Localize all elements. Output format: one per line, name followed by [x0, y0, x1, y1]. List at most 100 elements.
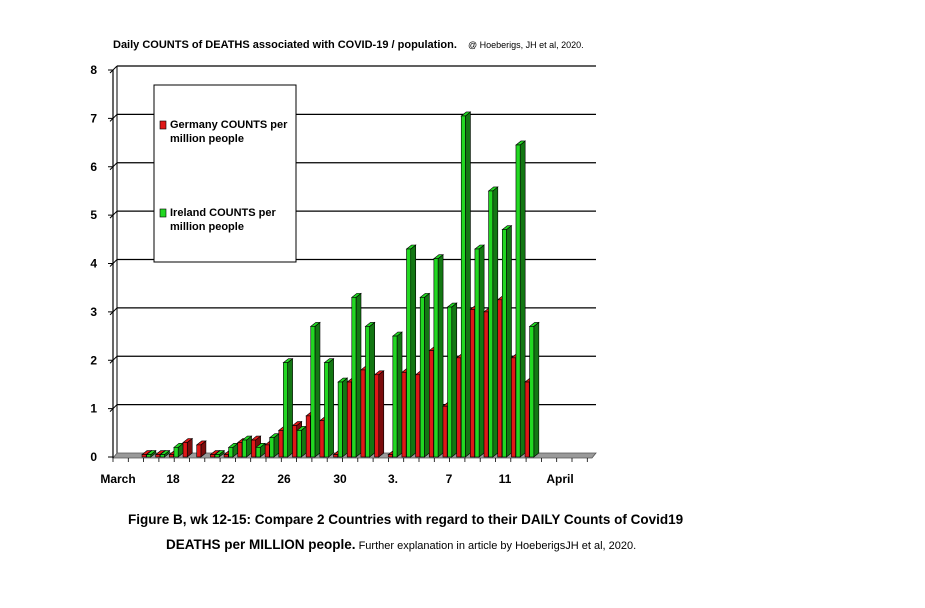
bar-ireland-front — [159, 454, 165, 458]
bar-ireland-front — [269, 437, 275, 458]
chart-credit: @ Hoeberigs, JH et al, 2020. — [467, 40, 584, 50]
legend-ireland-swatch — [159, 208, 167, 218]
bar-ireland-side — [424, 292, 430, 458]
bar-germany-front — [401, 372, 407, 458]
bar-ireland — [391, 331, 403, 458]
legend-germany-label-line2: million people — [170, 133, 244, 145]
bar-ireland — [214, 449, 226, 458]
y-tick-label: 3 — [90, 305, 97, 319]
axis-layer: 0 1 2 3 4 5 6 7 8 March 18 22 26 30 3. 7 11 April — [90, 63, 588, 486]
bar-ireland-side — [369, 321, 375, 458]
y-tick-label: 4 — [90, 257, 97, 271]
bar-germany-front — [155, 454, 161, 458]
bar-germany-front — [456, 357, 462, 458]
x-tick-label: 3. — [388, 472, 398, 486]
bar-ireland — [433, 254, 444, 458]
bar-ireland — [405, 244, 417, 458]
bar-ireland — [296, 425, 308, 458]
bar-ireland — [419, 292, 431, 458]
caption-line-2-bold: DEATHS per MILLION people. — [166, 537, 356, 552]
y-tick-label: 5 — [90, 208, 97, 222]
bar-germany-front — [278, 430, 284, 458]
chart-title-text: Daily COUNTS of DEATHS associated with C… — [113, 39, 457, 51]
y-tick-label: 1 — [90, 402, 97, 416]
legend-ireland-label-line1: Ireland COUNTS per — [170, 207, 276, 219]
bar-ireland — [323, 358, 335, 458]
bar-germany-front — [305, 415, 311, 458]
bar-ireland — [309, 321, 321, 458]
y-tick-label: 0 — [90, 450, 97, 464]
bar-germany-front — [210, 454, 215, 458]
bar-ireland-side — [506, 225, 512, 458]
bar-ireland-side — [342, 377, 348, 458]
bar-ireland — [446, 302, 458, 458]
bar-germany-front — [264, 444, 270, 458]
y-tick-label: 7 — [90, 111, 97, 125]
bar-ireland-front — [324, 362, 329, 458]
bar-ireland-side — [287, 358, 293, 458]
bar-ireland — [515, 140, 527, 458]
bar-ireland-side — [465, 111, 471, 458]
gridline-join — [109, 65, 118, 74]
bar-ireland — [241, 435, 253, 458]
bar-ireland — [474, 244, 485, 458]
bar-germany-front — [470, 309, 475, 458]
bar-germany — [182, 437, 194, 458]
bar-germany-front — [182, 442, 188, 458]
bar-germany-front — [251, 439, 256, 458]
bar-ireland-front — [406, 248, 412, 458]
bar-ireland-side — [314, 321, 321, 458]
bar-germany-front — [360, 369, 366, 458]
bar-germany-front — [511, 357, 516, 458]
bar-germany-front — [141, 454, 147, 458]
bar-ireland-side — [492, 186, 499, 458]
bar-ireland-side — [451, 302, 458, 458]
bar-ireland — [337, 377, 349, 458]
x-tick-label: 11 — [499, 472, 512, 486]
legend: Germany COUNTS per million people Ireland … — [153, 84, 297, 263]
x-tick-label: 26 — [277, 472, 291, 486]
legend-germany-label-line1: Germany COUNTS per — [170, 119, 288, 131]
legend-ireland-label-line2: million people — [170, 221, 244, 233]
bar-ireland-front — [242, 439, 247, 458]
bar-germany-front — [497, 299, 503, 458]
bar-layer — [141, 111, 540, 458]
y-tick-label: 6 — [90, 160, 97, 174]
bar-germany-front — [428, 350, 434, 458]
bar-ireland-front — [365, 326, 370, 458]
bar-germany-front — [442, 405, 448, 458]
bar-ireland — [159, 449, 171, 458]
bar-ireland — [364, 321, 376, 458]
bar-ireland-front — [419, 297, 425, 458]
caption-line-1: Figure B, wk 12-15: Compare 2 Countries … — [128, 512, 684, 527]
bar-germany-front — [387, 454, 393, 458]
chart-title: Daily COUNTS of DEATHS associated with C… — [113, 39, 584, 51]
bar-ireland-front — [337, 381, 343, 458]
bar-germany-front — [319, 420, 325, 458]
bar-germany-front — [196, 444, 202, 458]
bar-ireland-side — [300, 425, 307, 458]
bar-germany — [195, 440, 207, 458]
bar-ireland — [501, 225, 513, 458]
caption-line-2: DEATHS per MILLION people. Further expla… — [166, 536, 636, 554]
x-tick-label: 30 — [333, 472, 347, 486]
bar-ireland-front — [173, 447, 179, 458]
bar-ireland — [528, 321, 540, 458]
bar-ireland-front — [488, 190, 494, 458]
bar-germany-front — [292, 425, 297, 458]
bar-ireland — [268, 433, 280, 458]
bar-ireland-front — [351, 297, 357, 458]
bar-ireland-front — [283, 362, 288, 458]
bar-ireland-side — [328, 358, 334, 458]
bar-ireland-side — [355, 292, 362, 458]
bar-ireland-front — [214, 454, 220, 458]
legend-germany-swatch — [159, 120, 167, 130]
y-tick-label: 2 — [90, 353, 97, 367]
bar-ireland — [487, 186, 499, 458]
bar-germany-front — [346, 381, 352, 458]
bar-germany-front — [415, 374, 421, 458]
bar-ireland — [255, 442, 267, 458]
x-tick-label: March — [100, 472, 135, 486]
x-tick-label: 18 — [166, 472, 180, 486]
bar-germany-front — [374, 374, 380, 458]
